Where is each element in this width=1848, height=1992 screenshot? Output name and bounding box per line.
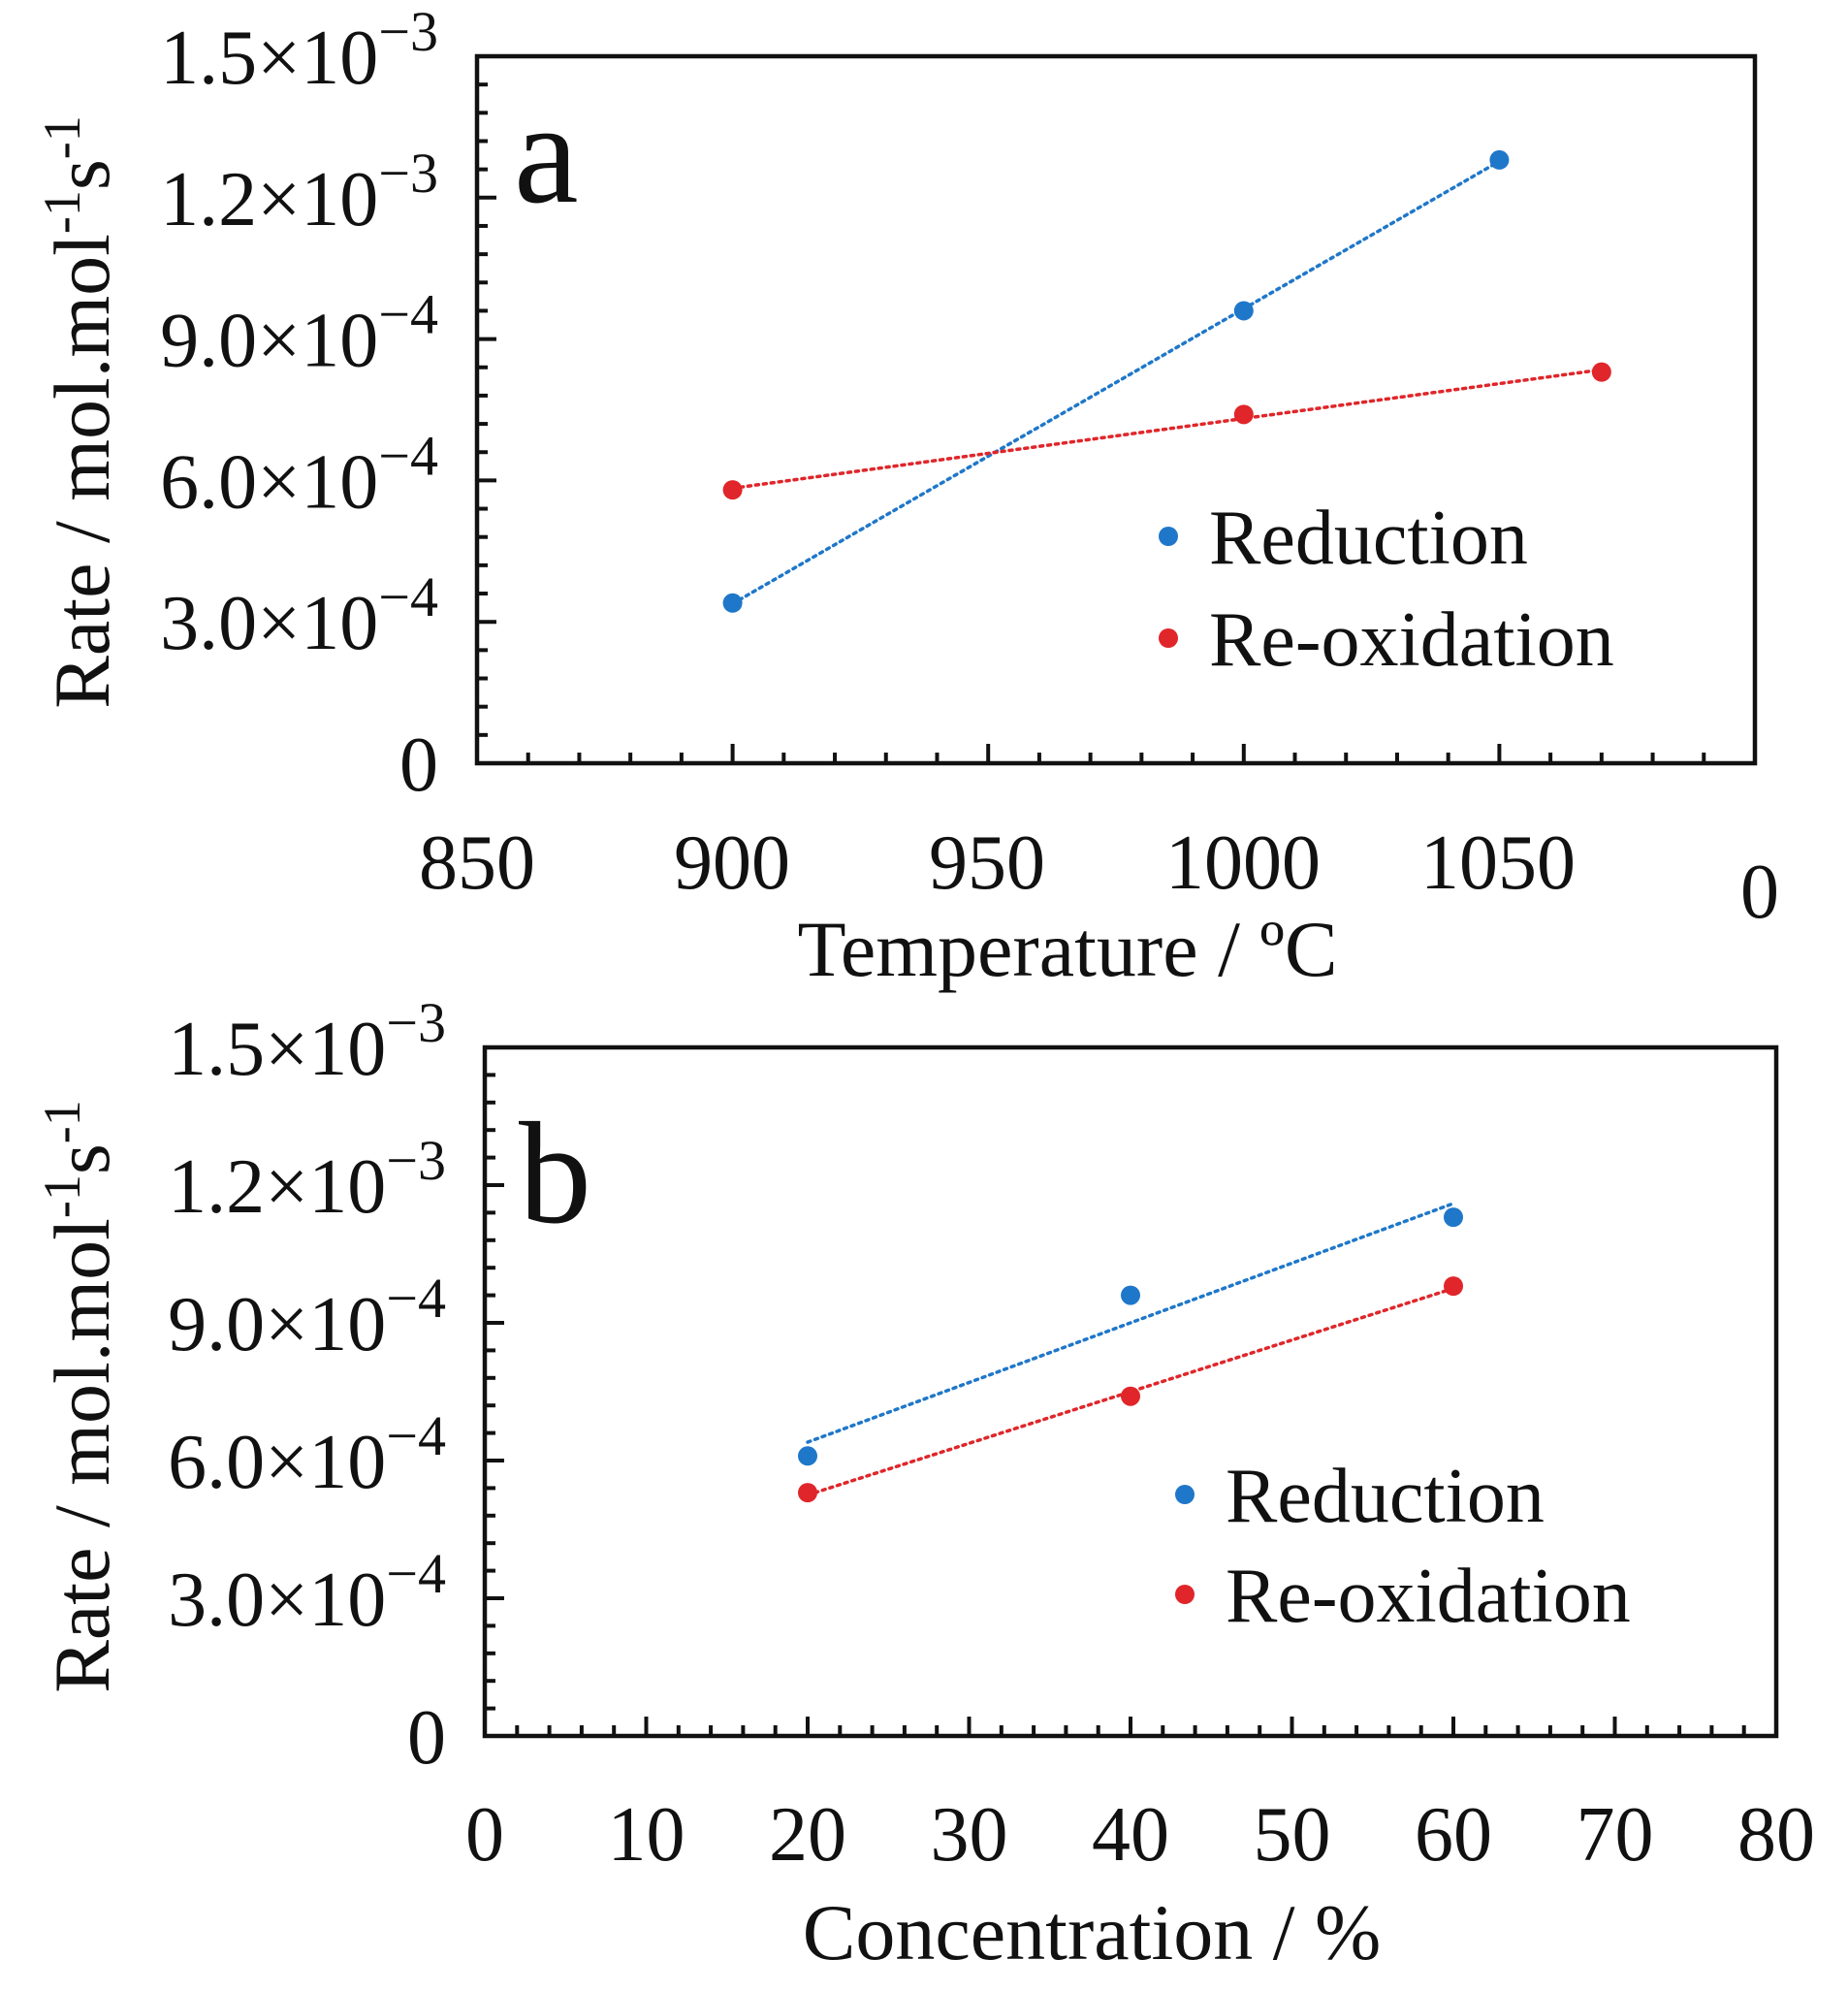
panel-a-legend-label-re-oxidation: Re-oxidation xyxy=(1209,597,1614,683)
panel-b-y-tick-mantissa: 1.2×10 xyxy=(168,1144,386,1230)
panel-b-x-axis-title: Concentration / % xyxy=(803,1888,1382,1976)
panel-b-legend-marker-re-oxidation xyxy=(1175,1585,1195,1604)
panel-a-y-tick-exponent: −4 xyxy=(378,565,438,628)
panel-a-legend-label-reduction: Reduction xyxy=(1209,496,1528,581)
panel-a-y-tick-mantissa: 9.0×10 xyxy=(160,299,378,384)
panel-b-y-axis-title: Rate / mol.mol-1s-1 xyxy=(33,1100,126,1693)
panel-b-y-tick-mantissa: 0 xyxy=(407,1695,446,1781)
panel-a-y-title-sup1: -1 xyxy=(33,190,91,234)
panel-a-y-title-main: Rate / mol.mol xyxy=(38,234,126,709)
panel-a-re-oxidation-trendline xyxy=(730,368,1604,491)
panel-b-y-tick-label: 1.5×10−3 xyxy=(168,991,446,1092)
panel-b-y-tick-label: 9.0×10−4 xyxy=(168,1267,446,1367)
panel-a-y-tick-label: 9.0×10−4 xyxy=(160,283,438,384)
panel-b-y-tick-label: 6.0×10−4 xyxy=(168,1404,446,1505)
panel-b-x-tick-label: 60 xyxy=(1415,1792,1492,1878)
panel-b-re-oxidation-point xyxy=(1444,1276,1463,1297)
panel-a-reduction-point xyxy=(722,593,743,613)
panel-b-y-title-main: Rate / mol.mol xyxy=(38,1218,126,1693)
panel-b-y-tick-exponent: −4 xyxy=(386,1542,446,1605)
panel-a-x-tick-label: 1000 xyxy=(1165,820,1321,906)
panel-a-reduction-point xyxy=(1489,149,1510,170)
panel-b-x-tick-label: 70 xyxy=(1577,1792,1654,1878)
panel-a-x-tick-label: 0 xyxy=(1740,850,1779,935)
panel-b-y-title-sup1: -1 xyxy=(33,1174,91,1218)
panel-b-y-tick-label: 1.2×10−3 xyxy=(168,1129,446,1230)
panel-a-y-tick-exponent: −3 xyxy=(378,142,438,205)
panel-a-y-tick-exponent: −3 xyxy=(378,0,438,63)
panel-a-x-tick-label: 1050 xyxy=(1420,820,1576,906)
panel-b-legend-label-reduction: Reduction xyxy=(1226,1454,1545,1539)
panel-b-y-title-s: s xyxy=(38,1143,126,1174)
panel-b-y-tick-label: 3.0×10−4 xyxy=(168,1542,446,1643)
panel-b-x-tick-label: 0 xyxy=(465,1792,504,1878)
panel-b-x-tick-label: 40 xyxy=(1092,1792,1169,1878)
panel-b-y-tick-mantissa: 1.5×10 xyxy=(168,1007,386,1092)
panel-b-reduction-point xyxy=(798,1446,817,1466)
panel-b-reduction-trendline xyxy=(806,1202,1455,1444)
panel-b-re-oxidation-point xyxy=(798,1483,817,1503)
panel-a-y-tick-mantissa: 3.0×10 xyxy=(160,581,378,666)
panel-b-y-tick-mantissa: 6.0×10 xyxy=(168,1420,386,1505)
panel-a-legend-marker-re-oxidation xyxy=(1159,628,1178,648)
panel-a-y-tick-mantissa: 0 xyxy=(399,723,438,808)
panel-a-reduction-trendline xyxy=(730,159,1502,606)
panel-b-y-tick-mantissa: 3.0×10 xyxy=(168,1558,386,1643)
panel-a-y-tick-mantissa: 6.0×10 xyxy=(160,439,378,525)
panel-b-x-tick-label: 10 xyxy=(608,1792,685,1878)
panel-a-re-oxidation-point xyxy=(722,480,743,500)
panel-b-y-tick-exponent: −4 xyxy=(386,1267,446,1330)
panel-b-re-oxidation-point xyxy=(1121,1386,1140,1406)
panel-a-x-tick-label: 950 xyxy=(929,820,1045,906)
panel-b-reduction-point xyxy=(1121,1285,1140,1305)
panel-b-x-tick-label: 30 xyxy=(931,1792,1008,1878)
panel-b-re-oxidation-trendline xyxy=(806,1286,1455,1497)
panel-b-y-tick-mantissa: 9.0×10 xyxy=(168,1282,386,1367)
panel-a-y-axis-title: Rate / mol.mol-1s-1 xyxy=(33,115,126,709)
panel-b-x-tick-label: 20 xyxy=(769,1792,846,1878)
panel-b-y-tick-exponent: −3 xyxy=(386,991,446,1054)
panel-a-panel-letter: a xyxy=(514,73,579,234)
panel-a-x-axis-title: Temperature / ºC xyxy=(797,905,1337,993)
panel-a-y-tick-label: 0 xyxy=(399,723,438,808)
panel-b-y-title-sup2: -1 xyxy=(33,1100,91,1143)
panel-b-chart: 1.5×10−31.2×10−39.0×10−46.0×10−43.0×10−4… xyxy=(33,991,1815,1976)
panel-a-y-tick-label: 6.0×10−4 xyxy=(160,424,438,525)
panel-a-y-tick-exponent: −4 xyxy=(378,424,438,487)
panel-a-legend-marker-reduction xyxy=(1159,527,1178,546)
panel-a-y-tick-mantissa: 1.5×10 xyxy=(160,16,378,101)
panel-a-y-title-s: s xyxy=(38,159,126,190)
panel-a-x-tick-label: 850 xyxy=(419,820,535,906)
panel-a-re-oxidation-point xyxy=(1591,362,1611,382)
panel-b-legend-label-re-oxidation: Re-oxidation xyxy=(1226,1554,1631,1639)
panel-b-reduction-point xyxy=(1444,1207,1463,1228)
panel-b-panel-letter: b xyxy=(519,1093,591,1254)
panel-a-reduction-point xyxy=(1233,301,1254,321)
panel-a-re-oxidation-point xyxy=(1233,404,1254,425)
panel-a-y-title-sup2: -1 xyxy=(33,115,91,159)
panel-b-x-tick-label: 80 xyxy=(1737,1792,1815,1878)
panel-b-y-tick-label: 0 xyxy=(407,1695,446,1781)
panel-b-x-tick-label: 50 xyxy=(1254,1792,1331,1878)
panel-a-chart: 1.5×10−31.2×10−39.0×10−46.0×10−43.0×10−4… xyxy=(33,0,1779,993)
panel-a-y-tick-label: 1.2×10−3 xyxy=(160,142,438,242)
panel-a-x-tick-label: 900 xyxy=(674,820,790,906)
panel-b-y-tick-exponent: −3 xyxy=(386,1129,446,1192)
panel-b-y-tick-exponent: −4 xyxy=(386,1404,446,1467)
panel-a-plot-frame xyxy=(474,53,1758,766)
panel-b-legend-marker-reduction xyxy=(1175,1485,1195,1504)
panel-a-y-tick-label: 3.0×10−4 xyxy=(160,565,438,666)
panel-a-y-tick-label: 1.5×10−3 xyxy=(160,0,438,101)
panel-a-y-tick-mantissa: 1.2×10 xyxy=(160,157,378,242)
panel-a-y-tick-exponent: −4 xyxy=(378,283,438,346)
